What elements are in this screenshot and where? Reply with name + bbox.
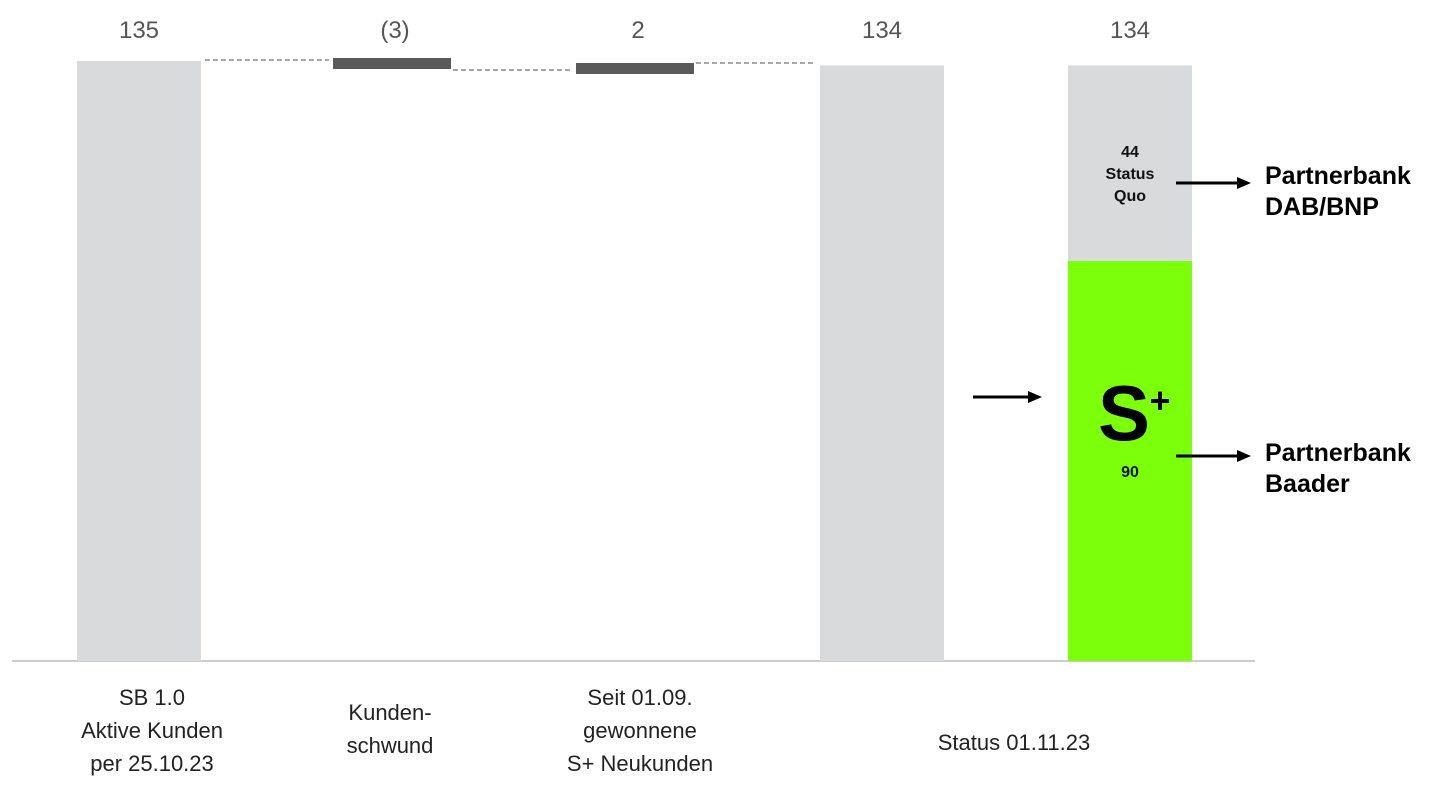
- side-label-dab-0: Partnerbank: [1265, 162, 1411, 190]
- status-quo-arrow-head: [1237, 177, 1251, 189]
- side-label-baader-0: Partnerbank: [1265, 439, 1411, 467]
- category-label-2-2: S+ Neukunden: [567, 751, 713, 776]
- category-label-2-1: gewonnene: [583, 718, 697, 743]
- segment-baader: [1068, 261, 1192, 661]
- category-label-0-0: SB 1.0: [119, 685, 185, 710]
- side-label-baader-1: Baader: [1265, 470, 1350, 498]
- pointer-arrow-head: [1028, 391, 1042, 403]
- value-label-4: 134: [1110, 17, 1150, 44]
- value-label-1: (3): [380, 17, 409, 44]
- value-label-2: 2: [631, 17, 644, 44]
- category-label-1-1: schwund: [347, 733, 434, 758]
- splus-logo-letter: S: [1098, 369, 1150, 457]
- status-quo-label-2: Quo: [1114, 188, 1146, 205]
- category-label-3-0: Status 01.11.23: [938, 730, 1091, 755]
- status-quo-label-0: 44: [1121, 144, 1139, 161]
- bar-delta-1: [333, 58, 451, 69]
- category-label-1-0: Kunden-: [348, 700, 431, 725]
- baader-value-label: 90: [1121, 464, 1139, 481]
- category-label-0-2: per 25.10.23: [90, 751, 214, 776]
- bar-delta-2: [576, 63, 694, 74]
- side-label-dab-1: DAB/BNP: [1265, 193, 1379, 221]
- value-label-3: 134: [862, 17, 902, 44]
- segment-status-quo: [1068, 65, 1192, 262]
- bar-total-0: [77, 61, 201, 662]
- category-label-2-0: Seit 01.09.: [587, 685, 692, 710]
- value-label-0: 135: [119, 17, 159, 44]
- status-quo-label-1: Status: [1106, 166, 1155, 183]
- bar-total-3: [820, 65, 944, 662]
- splus-logo-plus: +: [1149, 380, 1170, 421]
- baader-arrow-head: [1237, 450, 1251, 462]
- category-label-0-1: Aktive Kunden: [81, 718, 223, 743]
